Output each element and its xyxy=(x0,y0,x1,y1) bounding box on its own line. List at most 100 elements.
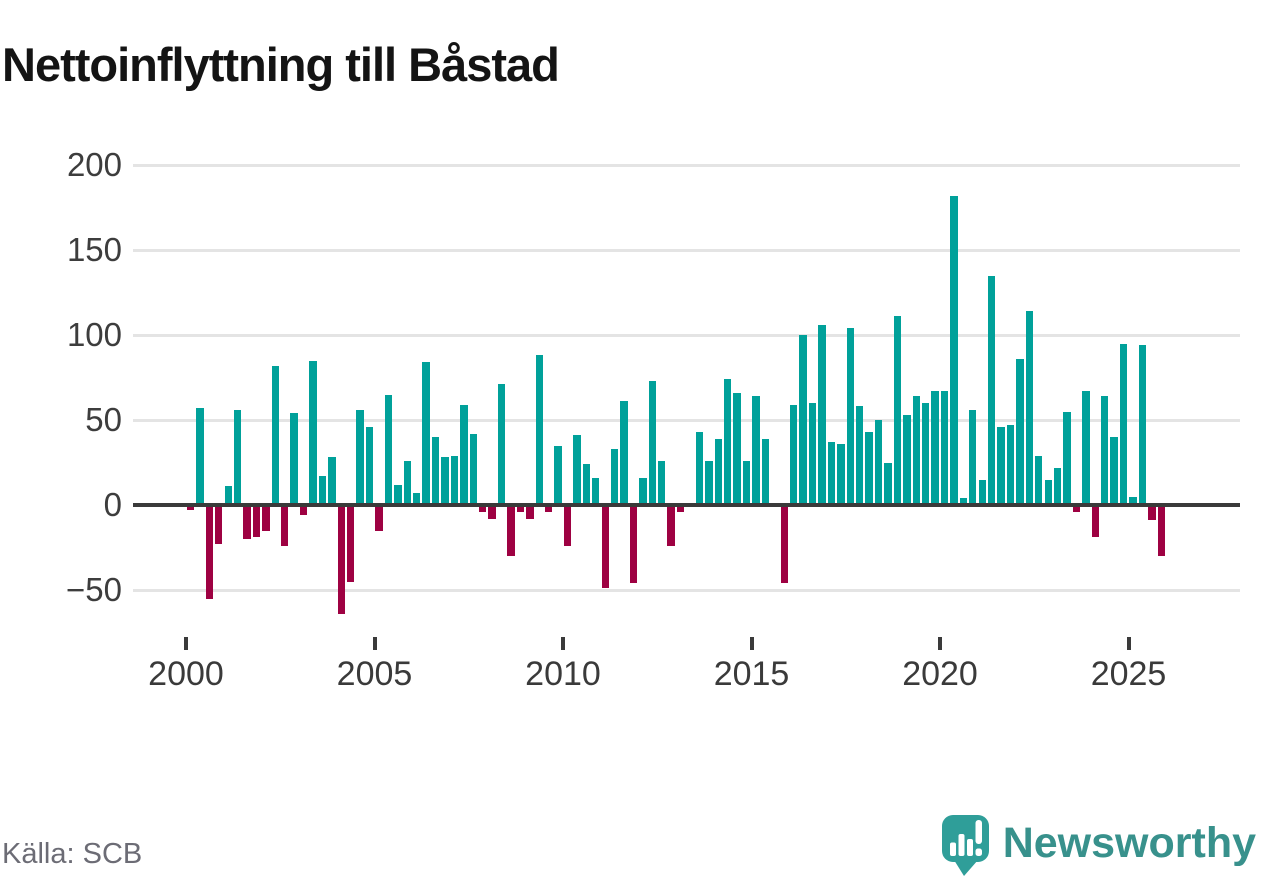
positive-bar xyxy=(309,360,317,505)
positive-bar xyxy=(394,484,402,505)
negative-bar xyxy=(347,505,355,582)
grid-line xyxy=(133,418,1240,422)
x-axis-tick xyxy=(938,637,943,650)
positive-bar xyxy=(1138,345,1147,505)
negative-bar xyxy=(507,505,515,556)
x-axis-tick xyxy=(561,637,565,650)
negative-bar xyxy=(243,505,251,539)
positive-bar xyxy=(1082,391,1090,505)
positive-bar xyxy=(554,445,562,505)
positive-bar xyxy=(808,403,817,505)
positive-bar xyxy=(827,442,836,505)
zero-axis-line xyxy=(133,503,1240,507)
negative-bar xyxy=(1148,505,1156,521)
positive-bar xyxy=(403,460,411,505)
positive-bar xyxy=(365,426,374,505)
positive-bar xyxy=(290,413,298,505)
negative-bar xyxy=(488,505,496,519)
positive-bar xyxy=(271,365,280,505)
x-axis-tick xyxy=(1126,637,1131,650)
positive-bar xyxy=(610,448,619,505)
positive-bar xyxy=(535,355,543,505)
positive-bar xyxy=(1119,343,1128,505)
positive-bar xyxy=(912,396,920,505)
positive-bar xyxy=(1035,455,1043,505)
positive-bar xyxy=(846,328,854,505)
speech-bubble-chart-icon xyxy=(941,815,989,876)
negative-bar xyxy=(281,505,289,546)
positive-bar xyxy=(742,460,751,505)
positive-bar xyxy=(620,401,628,505)
negative-bar xyxy=(601,505,609,589)
grid-line xyxy=(133,248,1240,252)
positive-bar xyxy=(639,477,647,505)
x-axis-label: 2000 xyxy=(148,655,224,693)
positive-bar xyxy=(978,479,986,505)
negative-bar xyxy=(299,505,308,516)
x-axis-label: 2005 xyxy=(336,655,413,693)
x-axis-label: 2025 xyxy=(1090,655,1167,693)
positive-bar xyxy=(658,460,666,505)
positive-bar xyxy=(582,464,591,505)
negative-bar xyxy=(1091,505,1100,538)
negative-bar xyxy=(337,505,345,614)
negative-bar xyxy=(1072,505,1081,512)
positive-bar xyxy=(1129,496,1137,505)
positive-bar xyxy=(1053,467,1062,505)
positive-bar xyxy=(648,380,657,505)
positive-bar xyxy=(1016,358,1024,505)
negative-bar xyxy=(629,505,638,584)
positive-bar xyxy=(921,403,930,505)
positive-bar xyxy=(705,460,713,505)
negative-bar xyxy=(780,505,788,584)
positive-bar xyxy=(959,498,968,505)
y-axis-label: 0 xyxy=(103,486,122,523)
negative-bar xyxy=(526,505,534,519)
positive-bar xyxy=(790,404,798,505)
newsworthy-wordmark: Newsworthy xyxy=(1002,818,1256,867)
positive-bar xyxy=(431,437,440,505)
positive-bar xyxy=(441,457,449,505)
positive-bar xyxy=(328,457,336,505)
positive-bar xyxy=(903,414,911,505)
positive-bar xyxy=(1025,311,1034,505)
negative-bar xyxy=(1157,505,1165,556)
positive-bar xyxy=(884,462,892,505)
newsworthy-logo[interactable]: Newsworthy xyxy=(937,809,1256,877)
positive-bar xyxy=(233,409,242,505)
x-axis-tick xyxy=(184,637,188,650)
positive-bar xyxy=(714,438,722,505)
positive-bar xyxy=(460,404,468,505)
positive-bar xyxy=(931,391,939,505)
positive-bar xyxy=(592,477,600,505)
x-axis-tick xyxy=(372,637,377,650)
positive-bar xyxy=(997,426,1005,505)
negative-bar xyxy=(215,505,223,545)
positive-bar xyxy=(761,438,770,505)
positive-bar xyxy=(384,394,393,505)
positive-bar xyxy=(224,486,232,505)
positive-bar xyxy=(196,408,204,505)
positive-bar xyxy=(1044,479,1052,505)
positive-bar xyxy=(893,316,902,505)
positive-bar xyxy=(450,455,459,505)
positive-bar xyxy=(969,409,977,505)
x-axis-label: 2015 xyxy=(713,655,790,693)
negative-bar xyxy=(516,505,525,512)
positive-bar xyxy=(413,493,421,505)
positive-bar xyxy=(356,409,364,505)
negative-bar xyxy=(667,505,675,546)
positive-bar xyxy=(874,420,883,505)
x-axis-tick xyxy=(749,637,754,650)
negative-bar xyxy=(205,505,214,599)
x-axis-label: 2020 xyxy=(902,655,978,693)
y-axis-label: 100 xyxy=(66,316,122,353)
negative-bar xyxy=(375,505,383,531)
positive-bar xyxy=(1006,425,1015,505)
positive-bar xyxy=(950,195,958,505)
positive-bar xyxy=(318,476,327,505)
negative-bar xyxy=(544,505,553,512)
positive-bar xyxy=(422,362,430,505)
negative-bar xyxy=(252,505,261,538)
